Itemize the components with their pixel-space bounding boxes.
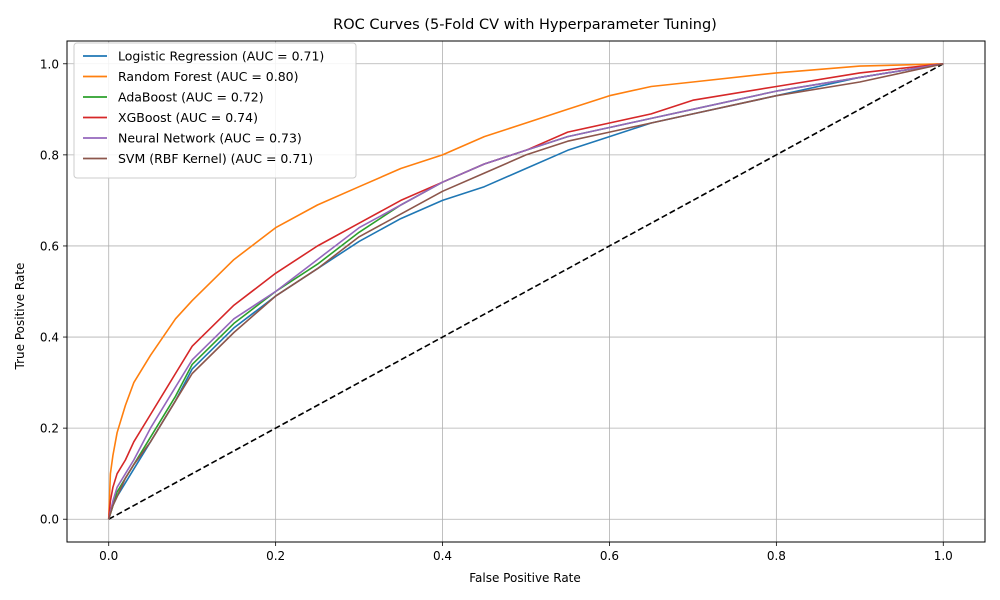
y-tick-label: 0.6 xyxy=(40,239,59,253)
y-tick-label: 0.2 xyxy=(40,422,59,436)
x-tick-label: 0.4 xyxy=(433,549,452,563)
x-tick-label: 0.6 xyxy=(600,549,619,563)
roc-curve-series-3 xyxy=(107,63,944,520)
series-layer xyxy=(107,63,944,520)
legend-entry: Random Forest (AUC = 0.80) xyxy=(118,69,299,84)
y-tick-label: 0.0 xyxy=(40,513,59,527)
x-axis-label: False Positive Rate xyxy=(469,571,581,585)
roc-curve-series-4 xyxy=(107,63,944,520)
chance-diagonal-line xyxy=(108,63,944,520)
x-tick-label: 0.2 xyxy=(266,549,285,563)
y-tick-label: 1.0 xyxy=(40,57,59,71)
diagonal-layer xyxy=(108,63,944,520)
legend-box xyxy=(73,42,357,179)
y-tick-label: 0.4 xyxy=(40,331,59,345)
plot-area: 0.0 0.2 0.4 0.6 0.8 1.0 0.0 0.2 0.4 0.6 0.8 1.0 xyxy=(40,40,986,563)
legend-entry: XGBoost (AUC = 0.74) xyxy=(118,110,258,125)
legend-entry: AdaBoost (AUC = 0.72) xyxy=(118,90,264,105)
legend-entry: SVM (RBF Kernel) (AUC = 0.71) xyxy=(118,151,313,166)
ticks-layer: 0.0 0.2 0.4 0.6 0.8 1.0 0.0 0.2 0.4 0.6 0.8 1.0 xyxy=(40,57,953,563)
x-tick-label: 1.0 xyxy=(934,549,953,563)
roc-curve-series-1 xyxy=(107,63,944,520)
x-tick-label: 0.0 xyxy=(99,549,118,563)
x-tick-label: 0.8 xyxy=(767,549,786,563)
y-axis-label: True Positive Rate xyxy=(13,263,27,371)
legend: Logistic Regression (AUC = 0.71) Random F… xyxy=(73,42,357,179)
chart-title: ROC Curves (5-Fold CV with Hyperparamete… xyxy=(333,17,717,33)
roc-curve-series-5 xyxy=(107,63,944,520)
legend-entry: Neural Network (AUC = 0.73) xyxy=(118,131,302,146)
axes-frame xyxy=(66,40,986,543)
legend-entry: Logistic Regression (AUC = 0.71) xyxy=(118,49,324,64)
y-tick-label: 0.8 xyxy=(40,148,59,162)
